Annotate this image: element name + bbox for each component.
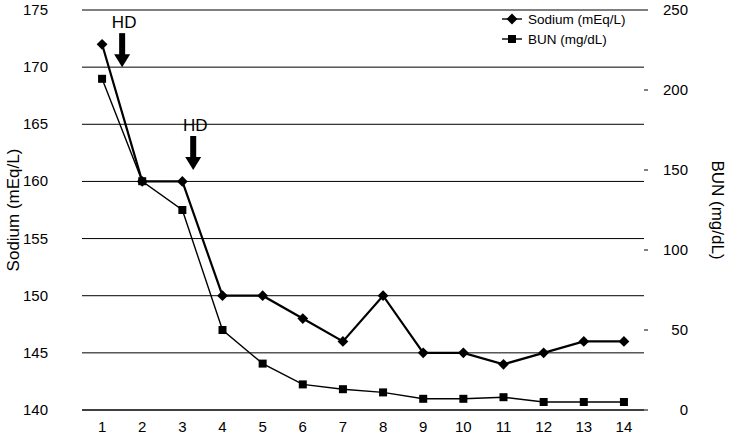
legend: Sodium (mEq/L) BUN (mg/dL) — [502, 12, 626, 47]
data-point — [578, 336, 589, 347]
y-axis-title: Sodium (mEq/L) — [4, 149, 23, 272]
data-point — [219, 326, 227, 334]
data-point — [138, 177, 146, 185]
y-tick-label: 140 — [23, 401, 48, 418]
data-point — [299, 380, 307, 388]
grid-line — [82, 124, 644, 125]
y2-axis-title: BUN (mg/dL) — [708, 160, 727, 259]
data-point — [580, 398, 588, 406]
grid-line — [82, 410, 644, 411]
y-tick-label: 145 — [23, 344, 48, 361]
grid-line — [82, 295, 644, 296]
x-tick-label: 8 — [379, 418, 387, 435]
annotation-arrow — [114, 33, 130, 67]
plot-area — [97, 39, 630, 406]
series-line — [102, 79, 624, 402]
grid-line — [82, 238, 644, 239]
data-point — [458, 347, 469, 358]
data-point — [338, 336, 349, 347]
x-axis — [82, 409, 644, 410]
annotation-arrow — [185, 136, 201, 170]
x-tick-label: 4 — [218, 418, 226, 435]
legend-marker — [508, 35, 516, 43]
y2-tick — [644, 170, 648, 171]
legend-marker — [507, 14, 518, 25]
data-point — [257, 290, 268, 301]
y2-tick — [644, 330, 648, 331]
y2-tick — [644, 10, 648, 11]
data-point — [177, 176, 188, 187]
y-tick-label: 165 — [23, 115, 48, 132]
data-point — [619, 336, 630, 347]
annotation-text: HD — [183, 116, 208, 135]
y2-tick-label: 250 — [663, 1, 688, 18]
data-point — [419, 395, 427, 403]
data-point — [137, 176, 148, 187]
data-point — [379, 388, 387, 396]
data-point — [178, 206, 186, 214]
grid-line — [82, 10, 644, 11]
x-tick-label: 1 — [98, 418, 106, 435]
x-tick-label: 13 — [575, 418, 592, 435]
data-point — [498, 359, 509, 370]
y-tick-label: 160 — [23, 172, 48, 189]
x-tick-label: 11 — [496, 418, 512, 435]
data-point — [339, 385, 347, 393]
data-point — [378, 290, 389, 301]
y2-tick-label: 150 — [663, 161, 688, 178]
data-point — [217, 290, 228, 301]
grid-line — [82, 352, 644, 353]
annotation-text: HD — [112, 13, 137, 32]
y-tick-label: 155 — [23, 230, 48, 247]
y2-tick-label: 100 — [663, 241, 688, 258]
x-tick-label: 14 — [616, 418, 633, 435]
data-point — [620, 398, 628, 406]
y2-tick — [644, 250, 648, 251]
y2-tick-label: 0 — [680, 401, 688, 418]
x-tick-label: 7 — [339, 418, 347, 435]
y-tick-label: 175 — [23, 1, 48, 18]
y2-tick — [644, 90, 648, 91]
grid-line — [82, 67, 644, 68]
series-line — [102, 44, 624, 364]
x-tick-label: 5 — [258, 418, 266, 435]
x-tick-label: 9 — [419, 418, 427, 435]
data-point — [418, 347, 429, 358]
y-tick-label: 150 — [23, 287, 48, 304]
x-tick-label: 3 — [178, 418, 186, 435]
x-tick-label: 10 — [455, 418, 472, 435]
x-tick-label: 6 — [299, 418, 307, 435]
y2-tick-label: 200 — [663, 81, 688, 98]
legend-label: BUN (mg/dL) — [528, 32, 607, 47]
x-tick-label: 12 — [535, 418, 552, 435]
data-point — [97, 39, 108, 50]
data-point — [98, 75, 106, 83]
data-point — [538, 347, 549, 358]
data-point — [540, 398, 548, 406]
y2-tick-label: 50 — [671, 321, 688, 338]
y2-tick — [644, 410, 648, 411]
data-point — [459, 395, 467, 403]
legend-label: Sodium (mEq/L) — [528, 12, 626, 27]
data-point — [259, 360, 267, 368]
data-point — [500, 393, 508, 401]
x-tick-label: 2 — [138, 418, 146, 435]
chart: 1401451501551601651701750501001502002501… — [0, 0, 731, 442]
data-point — [297, 313, 308, 324]
y-tick-label: 170 — [23, 58, 48, 75]
